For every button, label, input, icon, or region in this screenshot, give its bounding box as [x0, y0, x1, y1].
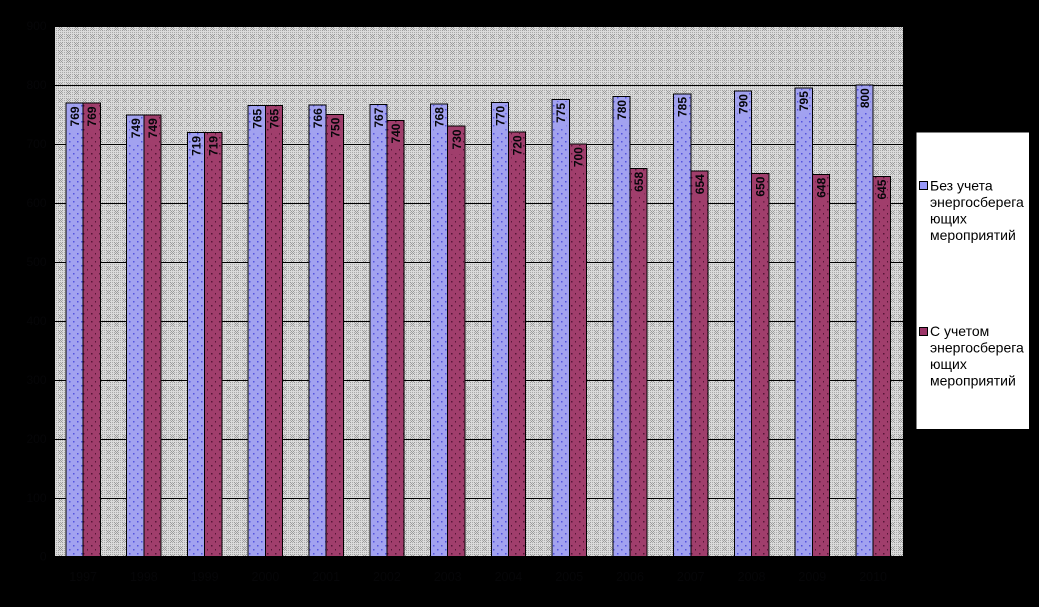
svg-text:Без учета: Без учета — [930, 178, 993, 194]
svg-text:2001: 2001 — [312, 570, 340, 584]
svg-text:2008: 2008 — [738, 570, 766, 584]
svg-text:766: 766 — [311, 108, 325, 128]
svg-text:648: 648 — [814, 177, 828, 197]
svg-text:654: 654 — [693, 174, 707, 194]
svg-text:2002: 2002 — [373, 570, 401, 584]
svg-text:769: 769 — [68, 106, 82, 126]
svg-text:719: 719 — [190, 136, 204, 156]
svg-text:765: 765 — [250, 108, 264, 128]
svg-text:740: 740 — [389, 123, 403, 143]
svg-text:1998: 1998 — [130, 570, 158, 584]
svg-text:2005: 2005 — [555, 570, 583, 584]
svg-text:795: 795 — [797, 91, 811, 111]
svg-text:2004: 2004 — [495, 570, 523, 584]
svg-text:400: 400 — [26, 314, 46, 328]
svg-text:2009: 2009 — [798, 570, 826, 584]
svg-text:0: 0 — [40, 550, 47, 564]
svg-text:2010: 2010 — [859, 570, 887, 584]
svg-text:100: 100 — [26, 491, 46, 505]
svg-text:ющих: ющих — [930, 211, 967, 227]
svg-text:энергосберега: энергосберега — [930, 194, 1024, 210]
svg-text:780: 780 — [615, 100, 629, 120]
svg-text:2006: 2006 — [616, 570, 644, 584]
svg-text:730: 730 — [450, 129, 464, 149]
svg-text:600: 600 — [26, 196, 46, 210]
svg-text:790: 790 — [736, 94, 750, 114]
svg-text:749: 749 — [146, 118, 160, 138]
svg-text:300: 300 — [26, 373, 46, 387]
svg-text:800: 800 — [26, 78, 46, 92]
svg-text:768: 768 — [433, 107, 447, 127]
svg-text:720: 720 — [511, 135, 525, 155]
svg-text:900: 900 — [26, 19, 46, 33]
svg-text:700: 700 — [26, 137, 46, 151]
svg-text:500: 500 — [26, 255, 46, 269]
svg-text:2000: 2000 — [252, 570, 280, 584]
svg-text:700: 700 — [571, 147, 585, 167]
svg-text:769: 769 — [85, 106, 99, 126]
svg-text:767: 767 — [372, 107, 386, 127]
svg-text:1999: 1999 — [191, 570, 219, 584]
svg-text:ющих: ющих — [930, 356, 967, 372]
svg-text:765: 765 — [268, 108, 282, 128]
svg-text:750: 750 — [328, 117, 342, 137]
svg-text:мероприятий: мероприятий — [930, 227, 1016, 243]
svg-text:мероприятий: мероприятий — [930, 372, 1016, 388]
svg-text:800: 800 — [858, 88, 872, 108]
svg-text:785: 785 — [676, 97, 690, 117]
svg-text:200: 200 — [26, 432, 46, 446]
svg-text:775: 775 — [554, 103, 568, 123]
svg-text:650: 650 — [754, 176, 768, 196]
svg-text:749: 749 — [129, 118, 143, 138]
svg-text:2003: 2003 — [434, 570, 462, 584]
svg-text:С учетом: С учетом — [930, 323, 989, 339]
svg-text:770: 770 — [493, 106, 507, 126]
svg-text:719: 719 — [207, 136, 221, 156]
svg-text:1997: 1997 — [69, 570, 97, 584]
svg-text:658: 658 — [632, 172, 646, 192]
svg-text:энергосберега: энергосберега — [930, 339, 1024, 355]
svg-text:2007: 2007 — [677, 570, 705, 584]
svg-text:645: 645 — [875, 179, 889, 199]
